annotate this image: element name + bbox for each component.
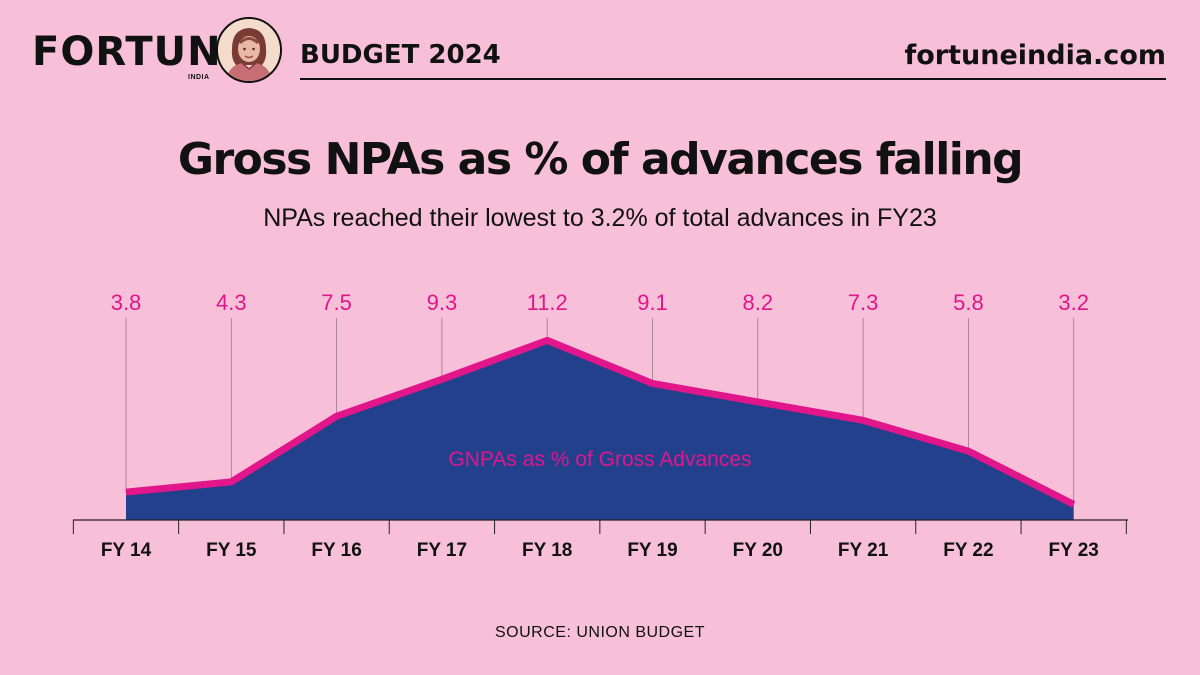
value-label: 3.2 [1058, 290, 1089, 315]
category-label: FY 19 [627, 540, 677, 561]
value-label: 8.2 [743, 290, 774, 315]
category-label: FY 21 [838, 540, 889, 561]
category-label: FY 23 [1049, 540, 1099, 561]
value-label: 4.3 [216, 290, 247, 315]
header-rule [300, 78, 1166, 80]
value-label: 11.2 [527, 290, 568, 315]
brand-logo[interactable]: FORTUNE [32, 29, 250, 75]
value-label: 3.8 [111, 290, 142, 315]
category-label: FY 15 [206, 540, 257, 561]
portrait-icon [218, 19, 280, 81]
chart-subtitle: NPAs reached their lowest to 3.2% of tot… [263, 204, 937, 232]
value-label: 5.8 [953, 290, 984, 315]
category-label: FY 18 [522, 540, 572, 561]
npa-area [126, 340, 1074, 520]
category-label: FY 16 [311, 540, 361, 561]
category-label: FY 22 [943, 540, 993, 561]
category-label: FY 14 [101, 540, 152, 561]
category-label: FY 17 [417, 540, 467, 561]
series-label: GNPAs as % of Gross Advances [448, 448, 751, 471]
source-note: SOURCE: UNION BUDGET [494, 624, 705, 641]
chart-title: Gross NPAs as % of advances falling [177, 134, 1024, 185]
value-label: 9.3 [427, 290, 458, 315]
value-label: 9.1 [637, 290, 668, 315]
npa-line [125, 336, 1076, 508]
value-label: 7.5 [321, 290, 352, 315]
category-label: FY 20 [733, 540, 783, 561]
brand-sub: INDIA [188, 74, 210, 81]
header: FORTUNE INDIA BUDGET 2024 fortuneindia.c… [32, 14, 1166, 84]
area-chart: 3.8 4.3 7.5 9.3 11.2 9.1 8.2 7.3 5.8 3.2 GNPAs as… [72, 290, 1128, 561]
portrait-image [216, 17, 282, 83]
edition-title: BUDGET 2024 [300, 40, 501, 70]
site-link[interactable]: fortuneindia.com [904, 40, 1167, 71]
value-label: 7.3 [848, 290, 879, 315]
